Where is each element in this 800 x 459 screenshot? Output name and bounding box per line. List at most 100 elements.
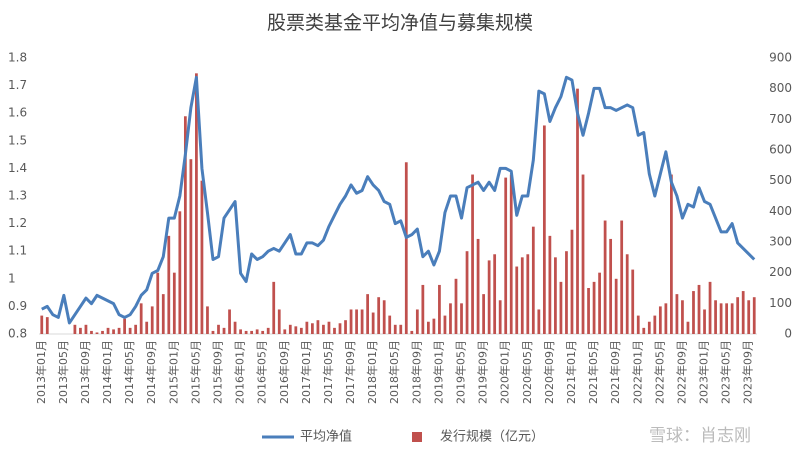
bar [404, 162, 408, 334]
bar [333, 327, 336, 334]
y-tick-label: 1.3 [8, 189, 27, 203]
y2-tick-label: 300 [769, 235, 792, 249]
bar [614, 278, 618, 334]
bar [283, 329, 287, 334]
bar [217, 324, 220, 334]
bar [703, 309, 706, 334]
bar [675, 294, 679, 334]
bar [250, 330, 254, 334]
bar [145, 321, 149, 334]
bar [719, 303, 723, 334]
bar [609, 238, 613, 334]
y2-tick-label: 200 [769, 265, 792, 279]
x-tick-label: 2018年05月 [387, 340, 401, 404]
bar [294, 326, 298, 334]
bar [681, 300, 684, 334]
x-tick-label: 2023年09月 [741, 340, 755, 404]
bar [117, 327, 121, 334]
y2-tick-label: 600 [769, 143, 792, 157]
bar [542, 125, 546, 334]
x-tick-label: 2015年09月 [211, 340, 225, 404]
y2-tick-label: 500 [769, 173, 792, 187]
bar [576, 88, 579, 335]
bar [305, 321, 309, 334]
bar [382, 300, 386, 334]
y2-tick-label: 700 [769, 112, 792, 126]
bar [460, 303, 463, 334]
bar [647, 321, 651, 334]
bar [90, 330, 93, 334]
bar [172, 272, 176, 334]
bar [156, 272, 160, 334]
y-tick-label: 1.6 [8, 106, 27, 120]
bar [476, 238, 480, 334]
x-tick-label: 2020年01月 [498, 340, 512, 404]
bar [741, 291, 745, 334]
bar [509, 174, 513, 334]
bar [106, 327, 110, 334]
x-tick-label: 2022年01月 [630, 340, 644, 404]
chart-title: 股票类基金平均净值与募集规模 [267, 12, 533, 34]
bar [311, 323, 314, 334]
bar [515, 266, 519, 334]
x-tick-label: 2021年01月 [564, 340, 578, 404]
x-tick-label: 2015年05月 [188, 340, 202, 404]
bar [150, 306, 154, 334]
bar [747, 300, 751, 334]
x-tick-label: 2021年09月 [608, 340, 622, 404]
x-tick-label: 2016年01月 [233, 340, 247, 404]
bar [299, 327, 303, 334]
bar [465, 251, 469, 334]
y-tick-label: 1.1 [8, 244, 27, 258]
bar [161, 294, 165, 334]
bar [620, 220, 624, 334]
bar [388, 315, 392, 334]
bar [725, 303, 729, 334]
bar [183, 116, 187, 335]
bar [266, 327, 270, 334]
bar [261, 330, 265, 334]
y2-tick-label: 100 [769, 296, 792, 310]
bar [371, 312, 375, 334]
bar [211, 330, 215, 334]
y-tick-label: 1.4 [8, 161, 27, 175]
legend-label: 发行规模（亿元） [440, 429, 544, 445]
bar [112, 329, 115, 334]
y2-tick-label: 0 [784, 327, 792, 341]
bar [664, 303, 668, 334]
bar [344, 320, 347, 334]
x-tick-label: 2022年09月 [674, 340, 688, 404]
bar [377, 297, 381, 334]
bar [686, 321, 690, 334]
bar [498, 300, 502, 334]
bar [338, 323, 342, 334]
bar [559, 281, 563, 334]
x-tick-label: 2018年09月 [409, 340, 423, 404]
bar [79, 327, 82, 334]
x-tick-label: 2019年09月 [476, 340, 490, 404]
bar [73, 324, 77, 334]
bar [322, 324, 325, 334]
x-tick-label: 2022年05月 [652, 340, 666, 404]
y2-tick-label: 900 [769, 51, 792, 65]
bar [526, 254, 530, 334]
bar [730, 303, 734, 334]
bar [277, 309, 281, 334]
bar [45, 317, 49, 334]
x-tick-label: 2018年01月 [365, 340, 379, 404]
bar [653, 315, 657, 334]
bar [123, 318, 126, 334]
bar [487, 260, 491, 334]
y-tick-label: 1.2 [8, 216, 27, 230]
bar [360, 309, 364, 334]
x-tick-label: 2016年09月 [277, 340, 291, 404]
x-tick-label: 2020年09月 [542, 340, 556, 404]
legend-swatch [412, 432, 422, 442]
y-tick-label: 0.9 [8, 299, 27, 313]
bar [426, 321, 430, 334]
bar [393, 324, 397, 334]
bar [598, 272, 601, 334]
bar [570, 229, 574, 334]
bar [697, 284, 701, 334]
